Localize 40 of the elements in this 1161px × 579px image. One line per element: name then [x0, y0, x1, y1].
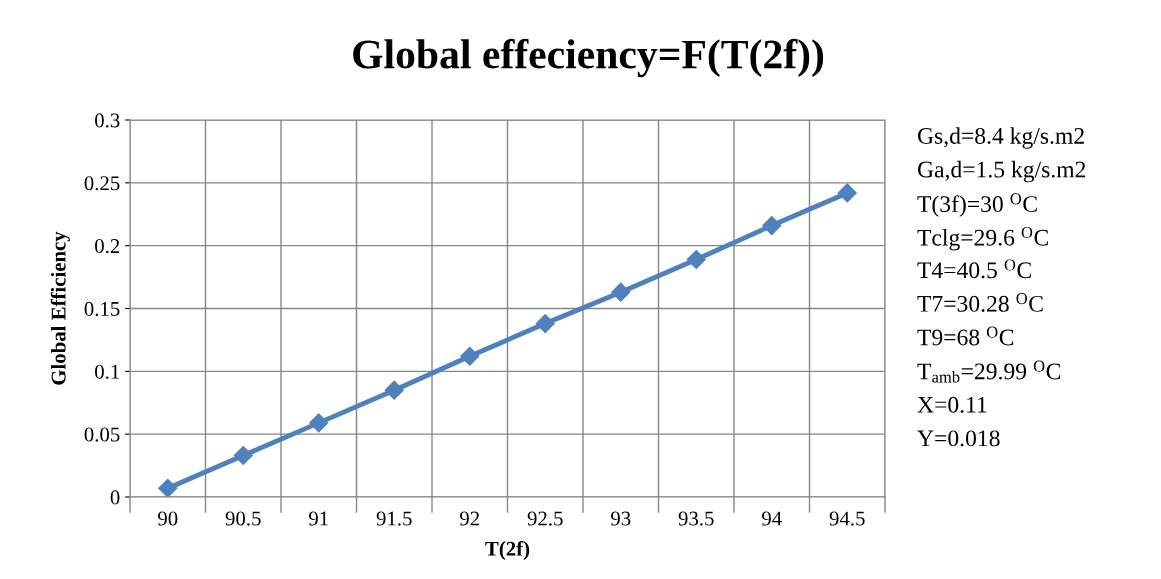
point [686, 249, 706, 270]
text: Gs,d=8.4 kg/s.m2 [917, 127, 1084, 149]
x-tick-label: 92.5 [527, 511, 563, 526]
point [158, 478, 178, 497]
text: T(3f)=30 $^{O}$C [917, 193, 1037, 217]
text: T4=40.5 $^{O}$C [917, 259, 1031, 279]
x-tick-label: 92 [460, 511, 480, 526]
x-tick-label: 93.5 [678, 511, 714, 526]
x-tick-label: 93 [611, 511, 631, 526]
point [837, 183, 857, 203]
point [233, 445, 253, 466]
point [611, 282, 631, 302]
y-tick-label: 0.15 [84, 301, 120, 317]
text: Ga,d=1.5 kg/s.m2 [917, 160, 1086, 183]
y-tick-label: 0.3 [95, 113, 120, 128]
x-tick-label: 90 [158, 511, 178, 526]
y-axis-title: Global Efficiency [50, 231, 70, 385]
x-tick-label: 91.5 [376, 511, 412, 526]
y-tick-label: 0.1 [95, 364, 120, 379]
x-tick-label: 94 [762, 511, 782, 526]
point [460, 346, 480, 366]
y-tick-label: 0 [110, 490, 120, 505]
chart-title: Global effeciency=F(T(2f)) [353, 38, 824, 78]
x-tick-label: 94.5 [829, 511, 865, 526]
x-axis-title: T(2f) [485, 540, 530, 560]
text: T7=30.28 $^{O}$C [917, 293, 1043, 312]
point [535, 314, 555, 334]
text: Tclg=29.6 $^{O}$C [917, 226, 1048, 251]
text: T$_{amb}$=29.99 $^{O}$C [917, 360, 1061, 383]
text: T9=68 $^{O}$C [917, 326, 1014, 346]
point [762, 216, 782, 236]
text: Y=0.018 [917, 430, 1000, 447]
y-tick-label: 0.2 [95, 239, 120, 254]
x-tick-label: 91 [309, 511, 328, 526]
y-tick-label: 0.25 [84, 176, 120, 191]
x-tick-label: 90.5 [225, 511, 261, 526]
point [384, 380, 404, 400]
y-tick-label: 0.05 [84, 427, 120, 442]
text: X=0.11 [917, 396, 987, 413]
point [309, 413, 329, 433]
